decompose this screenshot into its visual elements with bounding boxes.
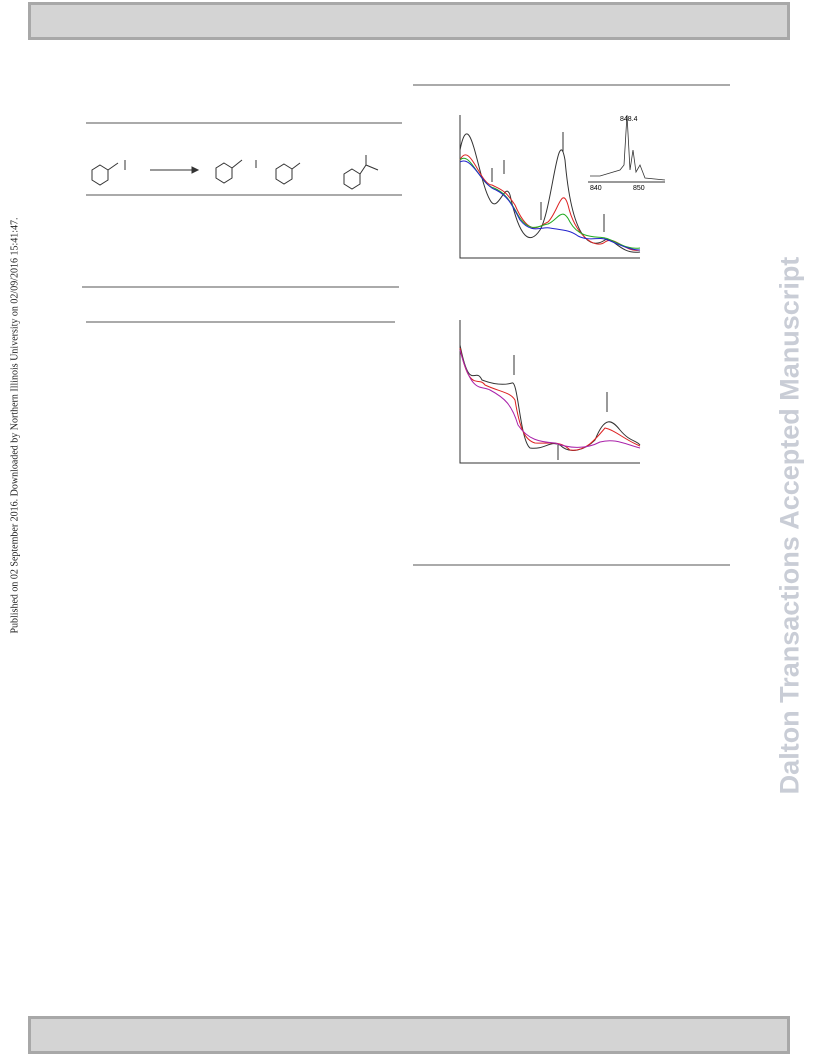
inset-tick-label: 850 <box>633 185 645 192</box>
inset-tick-label: 840 <box>590 185 602 192</box>
scheme <box>91 155 379 190</box>
inset-peak-label: 848.4 <box>620 116 638 123</box>
plot-1 <box>459 114 666 259</box>
header-bar <box>28 2 790 40</box>
rules <box>82 84 730 566</box>
plot-2 <box>459 320 641 464</box>
footer-bar <box>28 1016 790 1054</box>
